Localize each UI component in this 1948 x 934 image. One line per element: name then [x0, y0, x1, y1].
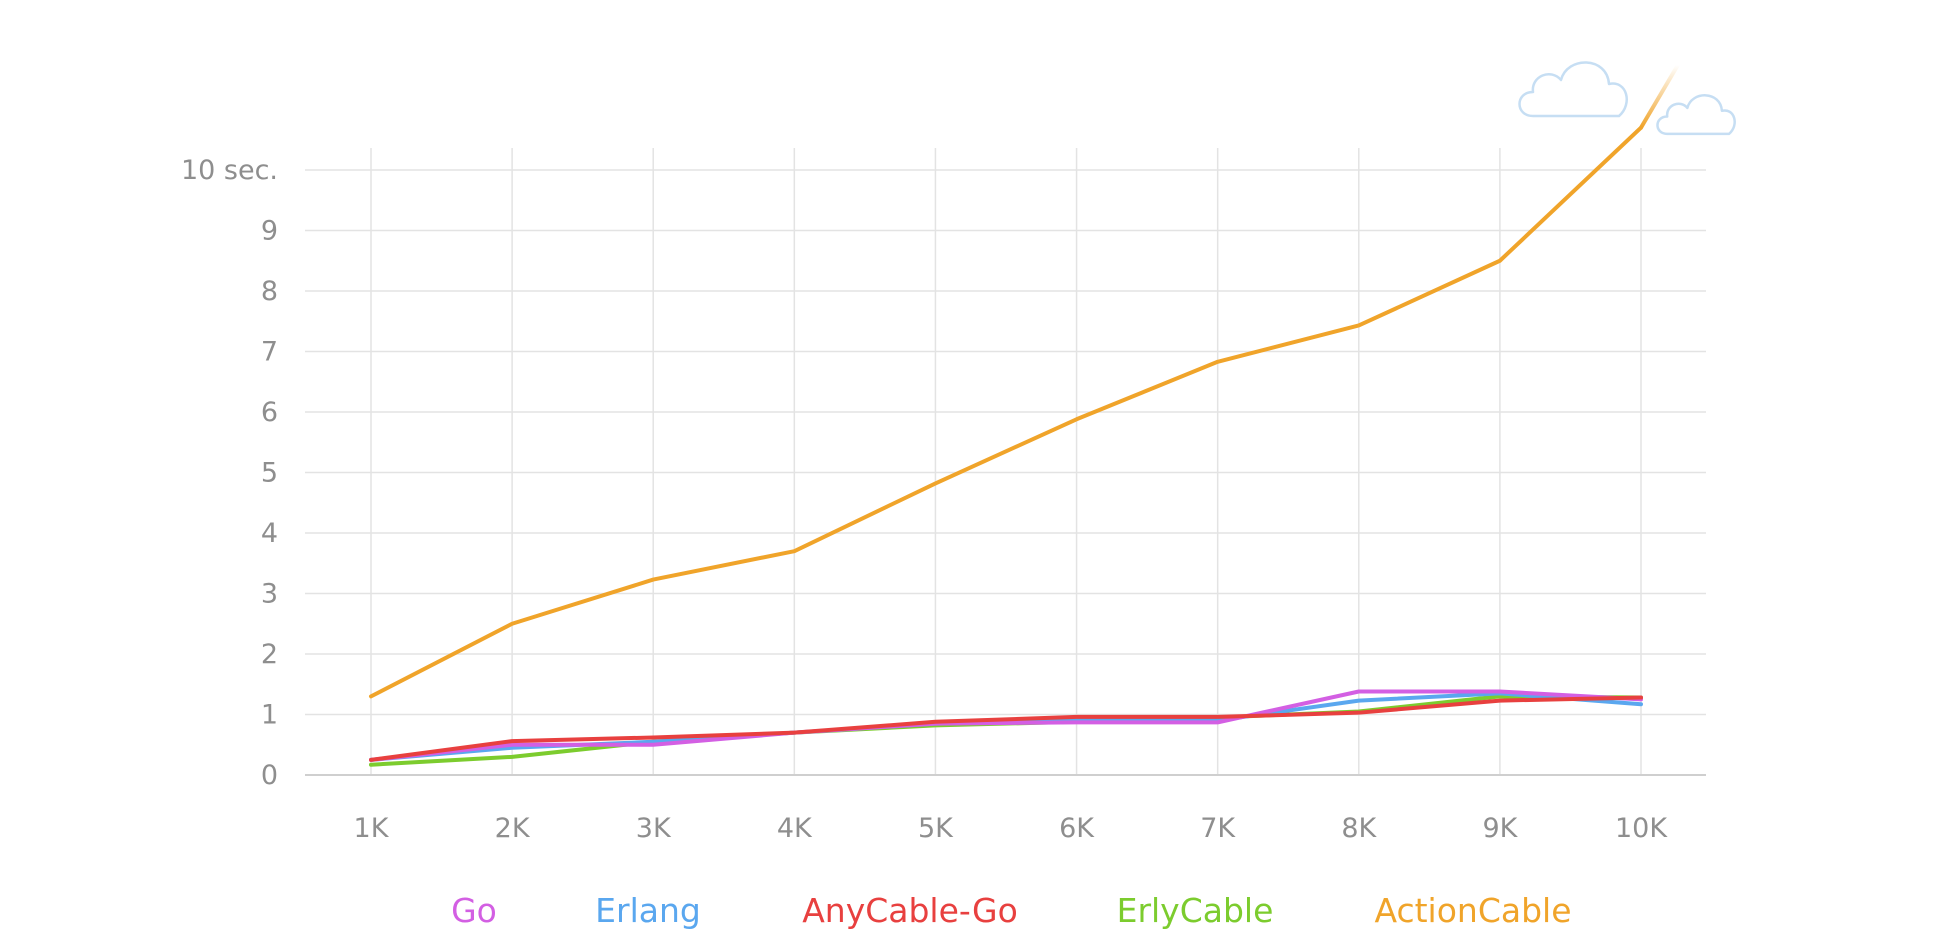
axes: 0 1 2 3 4 5 6 7 8 9 10 sec. 1K 2K 3K 4K 5K 6K 7K 8K 9K 10K: [181, 155, 1706, 844]
y-tick-label: 1: [261, 700, 278, 731]
series-line-actioncable: [369, 125, 1643, 699]
x-tick-label: 2K: [495, 813, 531, 844]
series-lines: [369, 63, 1680, 767]
x-tick-label: 10K: [1615, 813, 1668, 844]
x-tick-label: 7K: [1200, 813, 1236, 844]
legend-item-anycable-go: AnyCable-Go: [802, 891, 1018, 930]
y-tick-label: 6: [261, 397, 278, 428]
x-tick-label: 8K: [1341, 813, 1377, 844]
y-tick-label: 10 sec.: [181, 155, 278, 186]
x-tick-label: 6K: [1059, 813, 1095, 844]
series-line-go: [369, 689, 1643, 762]
x-tick-label: 5K: [918, 813, 954, 844]
x-tick-label: 3K: [636, 813, 672, 844]
legend-item-erlycable: ErlyCable: [1117, 891, 1274, 930]
y-tick-label: 2: [261, 639, 278, 670]
y-tick-label: 9: [261, 216, 278, 247]
y-tick-label: 8: [261, 276, 278, 307]
y-tick-label: 7: [261, 337, 278, 368]
x-tick-label: 1K: [354, 813, 390, 844]
x-tick-label: 9K: [1482, 813, 1518, 844]
x-tick-label: 4K: [777, 813, 813, 844]
cloud-icon: [1656, 94, 1736, 136]
y-tick-label: 5: [261, 458, 278, 489]
legend-item-erlang: Erlang: [595, 891, 701, 930]
series-overflow-fade: [1639, 63, 1680, 130]
decorations: [1518, 61, 1736, 136]
y-tick-label: 0: [261, 760, 278, 791]
legend-item-actioncable: ActionCable: [1374, 891, 1571, 930]
legend-item-go: Go: [451, 891, 497, 930]
y-tick-label: 4: [261, 518, 278, 549]
cloud-icon: [1518, 61, 1628, 118]
y-tick-label: 3: [261, 579, 278, 610]
legend: Go Erlang AnyCable-Go ErlyCable ActionCable: [451, 891, 1571, 930]
grid: [305, 148, 1706, 775]
series-line-anycable-go: [369, 695, 1643, 762]
